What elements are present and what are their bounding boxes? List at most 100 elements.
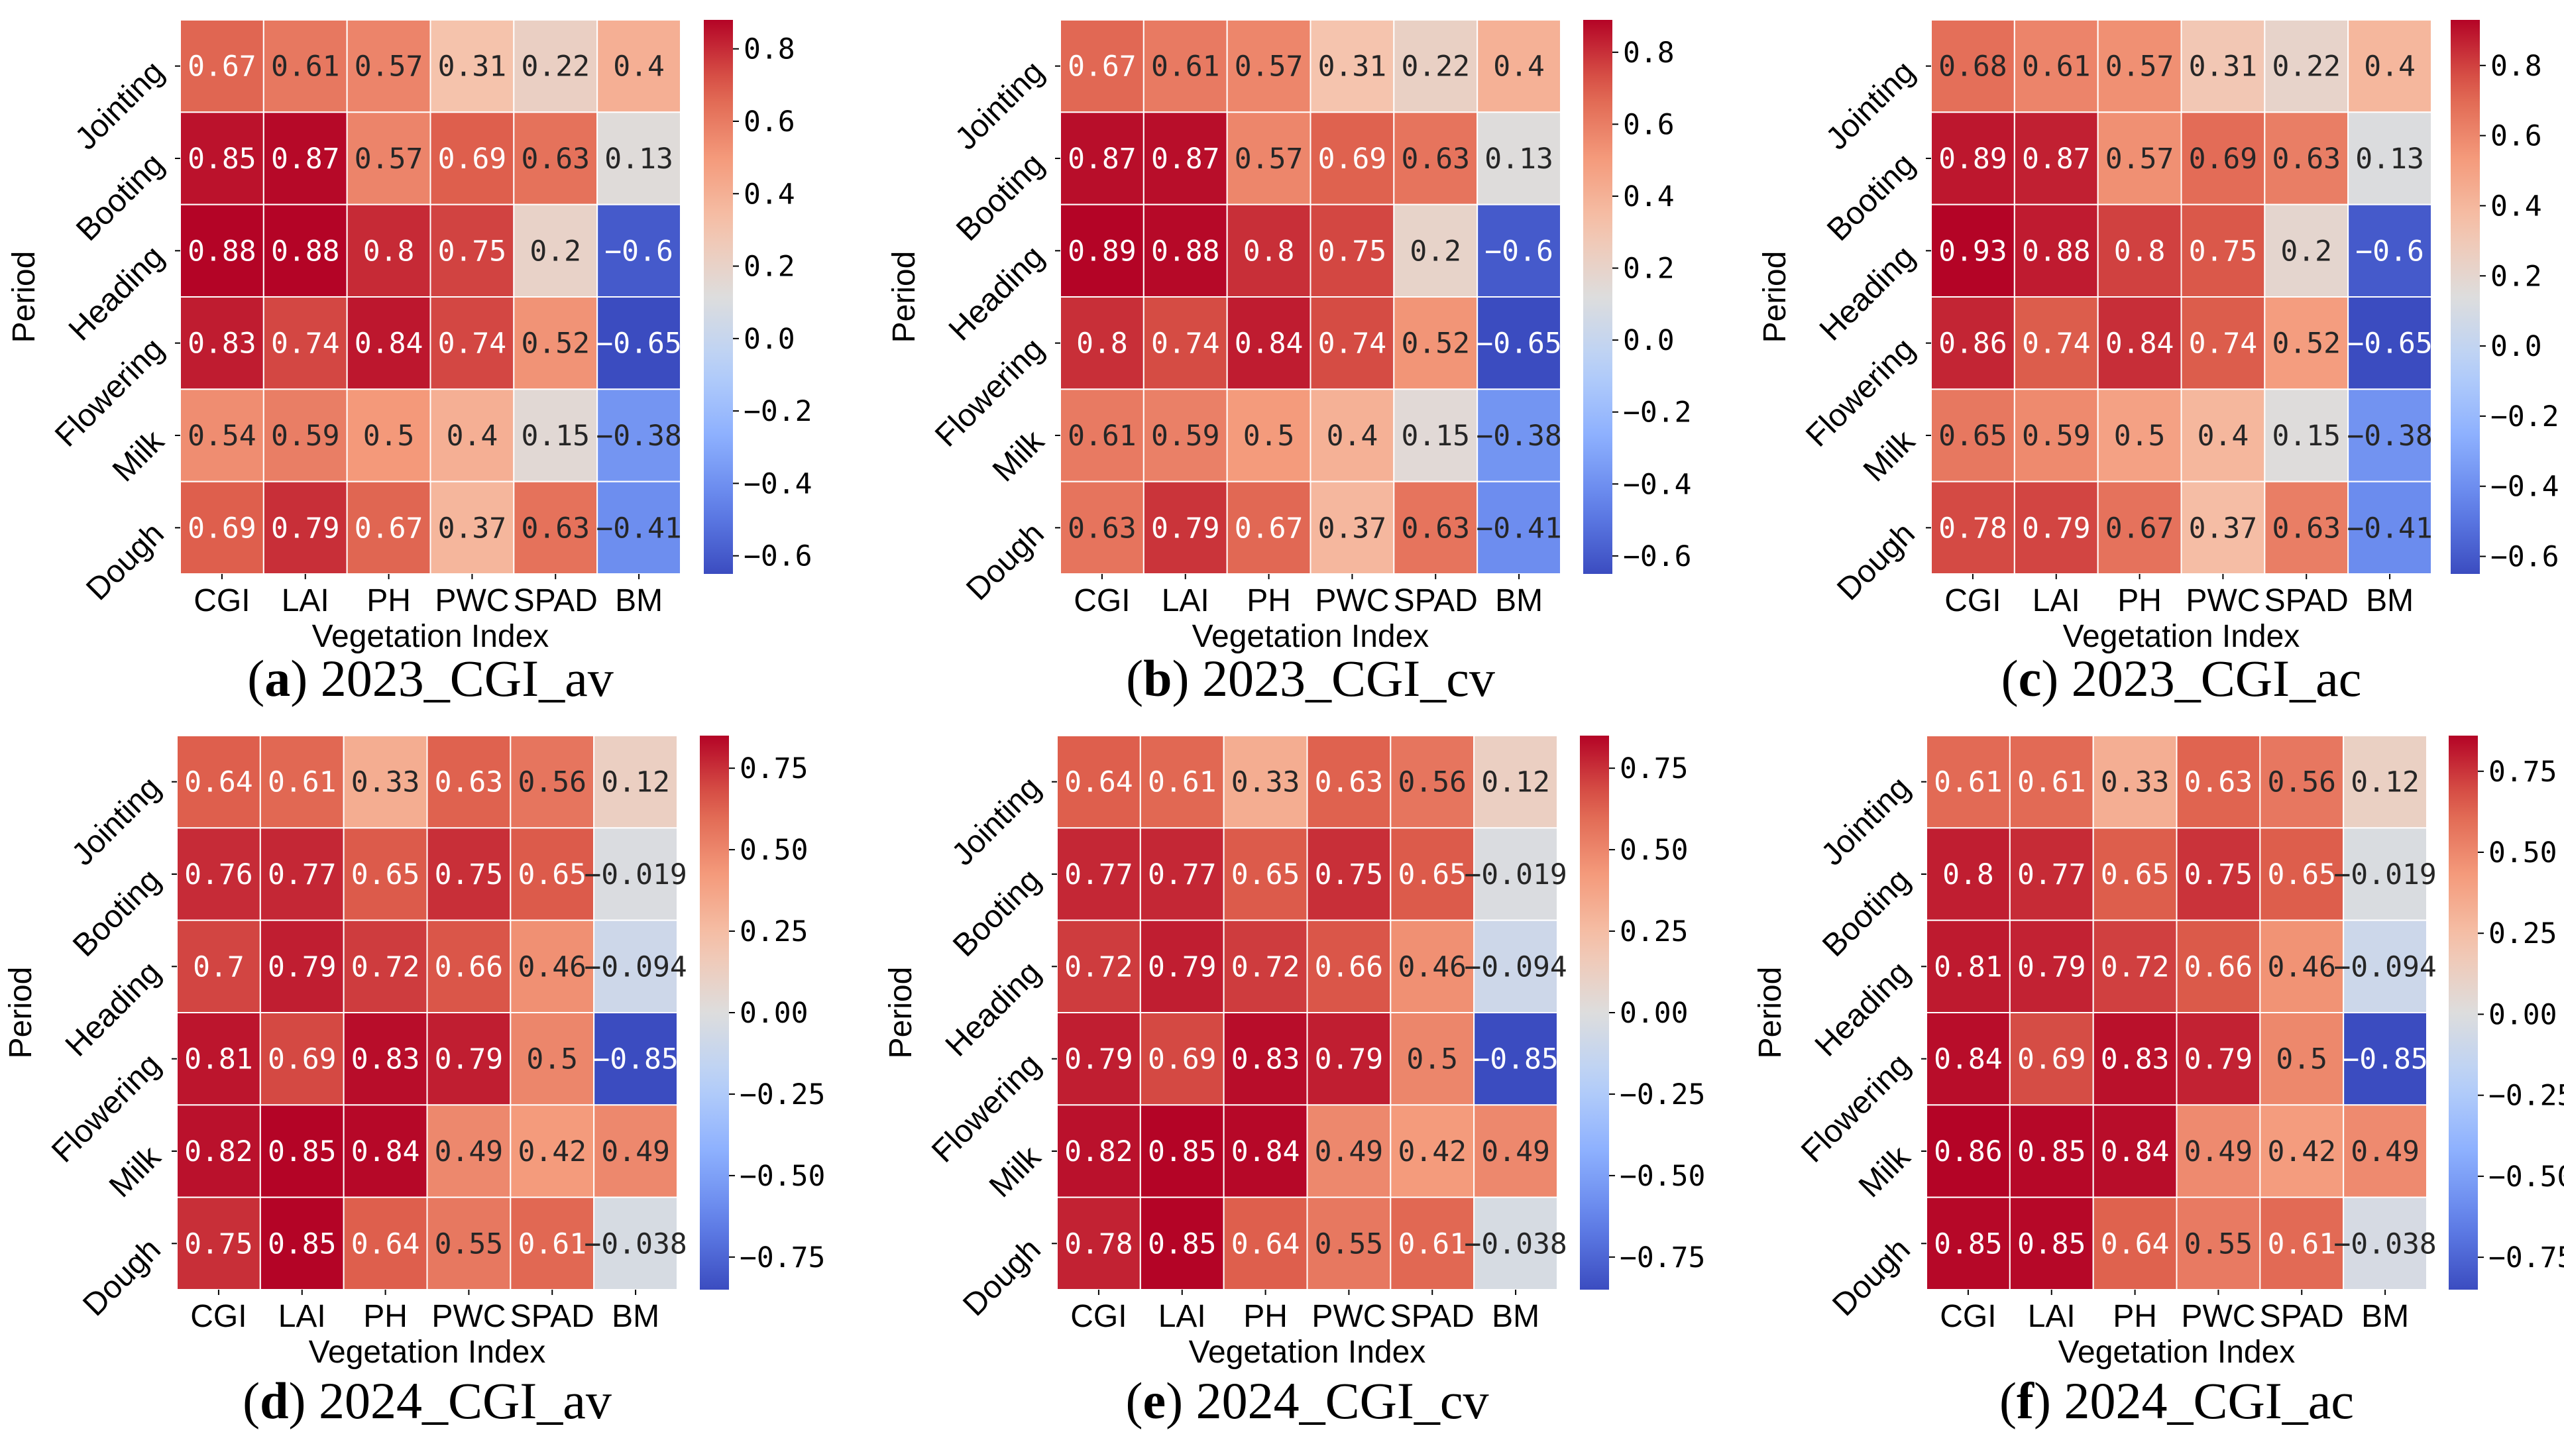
cell-value-label: 0.84 [351, 1135, 420, 1168]
caption-title: 2023_CGI_ac [2072, 649, 2362, 707]
cell-value-label: 0.2 [1410, 235, 1461, 268]
heatmap-cell [176, 735, 261, 829]
cell-value-label: 0.65 [2101, 858, 2170, 891]
cell-value-label: 0.85 [188, 142, 256, 176]
cell-value-label: 0.86 [1938, 327, 2007, 361]
cell-value-label: 0.61 [271, 50, 340, 84]
heatmap-cell [2259, 1012, 2345, 1106]
x-axis-label: Vegetation Index [2063, 619, 2300, 654]
heatmap-cell [2347, 296, 2433, 390]
cell-value-label: 0.42 [2267, 1135, 2336, 1168]
heatmap-cell [1060, 296, 1144, 390]
cell-value-label: 0.2 [2280, 235, 2332, 268]
cell-value-label: −0.038 [584, 1227, 687, 1260]
cell-value-label: 0.5 [363, 420, 415, 453]
colorbar-tick-label: −0.75 [740, 1241, 825, 1274]
x-tick-label: PH [2113, 1299, 2157, 1334]
heatmap-cell [429, 388, 515, 482]
caption-paren-close: ) [1166, 1372, 1196, 1429]
x-tick-label: PH [2117, 583, 2162, 618]
y-tick-label: Jointing [945, 770, 1047, 872]
x-tick-label: PWC [431, 1299, 506, 1334]
cell-value-label: 0.82 [1064, 1135, 1133, 1168]
cell-value-label: 0.61 [1148, 766, 1217, 799]
colorbar-tick-label: 0.00 [2488, 998, 2557, 1031]
heatmap-cell [513, 388, 598, 482]
cell-value-label: 0.59 [2022, 420, 2091, 453]
cell-value-label: 0.55 [2184, 1227, 2253, 1260]
cell-value-label: 0.89 [1068, 235, 1137, 268]
heatmap-cell [1926, 1196, 2011, 1290]
heatmap-cell [510, 735, 595, 829]
cell-value-label: 0.22 [2272, 50, 2341, 84]
y-tick-label: Heading [942, 239, 1051, 348]
x-tick-label: PH [1243, 1299, 1288, 1334]
panel-caption: (a) 2023_CGI_av [247, 649, 613, 707]
cell-value-label: 0.88 [1151, 235, 1220, 268]
cell-value-label: 0.63 [521, 142, 590, 176]
colorbar [2451, 20, 2480, 574]
heatmap-cell [2180, 203, 2266, 298]
cell-value-label: −0.85 [592, 1043, 678, 1076]
heatmap-cell [429, 111, 515, 205]
cell-value-label: 0.84 [2101, 1135, 2170, 1168]
cell-value-label: 0.56 [1398, 766, 1467, 799]
heatmap-cell [1223, 1196, 1308, 1290]
cell-value-label: 0.64 [351, 1227, 420, 1260]
cell-value-label: 0.49 [435, 1135, 504, 1168]
cell-value-label: 0.49 [1315, 1135, 1384, 1168]
heatmap-panel-a: 0.67 0.61 0.57 0.31 0.22 0.4 0.85 0.87 0.57 0.69 0… [7, 19, 812, 707]
heatmap-cell [1930, 111, 2015, 205]
cell-value-label: 0.42 [1398, 1135, 1467, 1168]
heatmap-cell [343, 735, 428, 829]
cell-value-label: 0.31 [2189, 50, 2258, 84]
heatmap-cell [1393, 480, 1478, 575]
x-tick-label: CGI [1070, 1299, 1127, 1334]
cell-value-label: −0.65 [596, 327, 681, 361]
cell-value-label: 0.33 [351, 766, 420, 799]
x-tick-label: LAI [1162, 583, 1209, 618]
cell-value-label: 0.31 [438, 50, 507, 84]
y-tick-label: Heading [1809, 955, 1917, 1064]
x-axis-label: Vegetation Index [2058, 1335, 2296, 1370]
cell-value-label: 0.88 [2022, 235, 2091, 268]
cell-value-label: 0.54 [188, 420, 256, 453]
cell-value-label: 0.37 [2189, 512, 2258, 545]
heatmap-cell [259, 1012, 345, 1106]
cell-value-label: 0.8 [363, 235, 415, 268]
cell-value-label: 0.75 [435, 858, 504, 891]
heatmap-cell [1477, 480, 1562, 575]
y-tick-label: Dough [1830, 516, 1921, 607]
panel-caption: (c) 2023_CGI_ac [2001, 649, 2362, 707]
cell-value-label: 0.72 [1064, 950, 1133, 983]
cell-value-label: 0.79 [1064, 1043, 1133, 1076]
heatmap-cell [2097, 203, 2182, 298]
heatmap-cell [1306, 827, 1392, 921]
heatmap-cell [1926, 919, 2011, 1013]
cell-value-label: 0.67 [188, 50, 256, 84]
cell-value-label: 0.85 [1148, 1135, 1217, 1168]
cell-value-label: 0.61 [1151, 50, 1220, 84]
cell-value-label: 0.5 [2114, 420, 2166, 453]
cell-value-label: 0.15 [521, 420, 590, 453]
caption-title: 2023_CGI_cv [1202, 649, 1495, 707]
caption-paren-open: ( [243, 1372, 260, 1429]
heatmap-cell [1310, 296, 1395, 390]
heatmap-cell [2013, 296, 2099, 390]
colorbar-tick-label: 0.2 [744, 251, 795, 284]
cell-value-label: 0.77 [2017, 858, 2086, 891]
cell-value-label: 0.74 [1151, 327, 1220, 361]
cell-value-label: 0.37 [438, 512, 507, 545]
caption-paren-close: ) [290, 649, 320, 707]
cell-value-label: −0.38 [596, 420, 681, 453]
y-tick-label: Booting [1820, 146, 1922, 248]
x-tick-label: PWC [2181, 1299, 2255, 1334]
cell-value-label: 0.69 [268, 1043, 337, 1076]
cell-value-label: 0.57 [1235, 50, 1304, 84]
cell-value-label: 0.74 [2022, 327, 2091, 361]
y-tick-label: Milk [103, 1139, 168, 1205]
heatmap-cell [1930, 203, 2015, 298]
cell-value-label: −0.41 [1476, 512, 1561, 545]
cell-value-label: 0.13 [1484, 142, 1553, 176]
cell-value-label: 0.8 [1076, 327, 1128, 361]
